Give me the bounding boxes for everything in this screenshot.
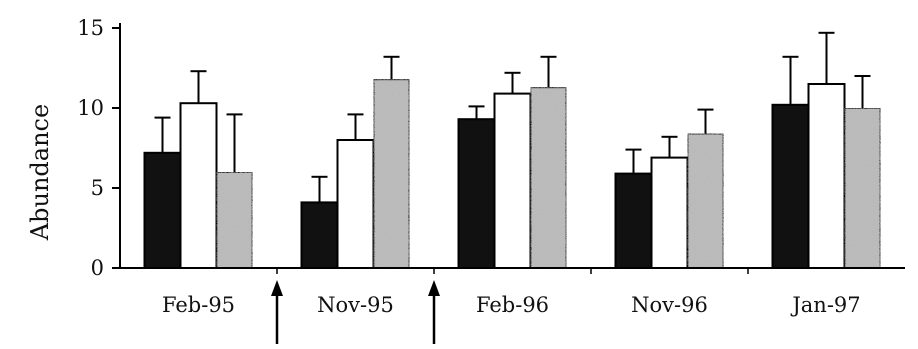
bar	[300, 201, 339, 269]
y-tick-label: 15	[77, 16, 104, 40]
y-axis-label: Abundance	[26, 104, 54, 241]
arrow-up-icon	[428, 280, 440, 296]
bars-layer	[143, 31, 882, 270]
bar	[179, 102, 218, 269]
y-tick-label: 0	[91, 256, 104, 280]
bar	[650, 156, 689, 270]
x-axis: Feb-95 Nov-95 Feb-96 Nov-96 Jan-97	[120, 267, 905, 317]
bar	[336, 139, 375, 269]
bar	[771, 103, 810, 269]
bar	[457, 118, 496, 269]
bar	[807, 83, 846, 269]
x-tick-label: Nov-96	[631, 293, 708, 317]
y-tick-label: 5	[91, 176, 104, 200]
x-tick-label: Nov-95	[317, 293, 394, 317]
bar	[215, 171, 254, 269]
x-tick-label: Jan-97	[790, 293, 860, 317]
x-tick-label: Feb-95	[162, 293, 235, 317]
bar	[843, 107, 882, 269]
bar	[529, 86, 568, 269]
arrow-up-icon	[271, 280, 283, 296]
bar	[372, 78, 411, 269]
y-axis: 0 5 10 15	[77, 16, 121, 280]
sampling-arrows	[271, 280, 440, 344]
bar	[614, 172, 653, 270]
bar	[493, 92, 532, 269]
y-tick-label: 10	[77, 96, 104, 120]
x-tick-label: Feb-96	[476, 293, 549, 317]
bar	[686, 132, 725, 269]
bar	[143, 151, 182, 269]
